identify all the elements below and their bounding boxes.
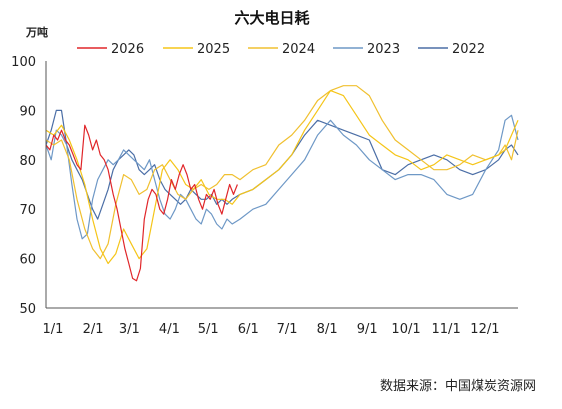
source-note: 数据来源：中国煤炭资源网 <box>380 379 536 394</box>
legend: 2026 2025 2024 2023 2022 <box>77 42 485 57</box>
legend-label: 2026 <box>111 42 144 57</box>
x-tick-label: 3/1 <box>119 322 140 337</box>
chart-title: 六大电日耗 <box>234 9 309 27</box>
y-tick-label: 60 <box>19 253 36 268</box>
x-tick-label: 5/1 <box>198 322 219 337</box>
legend-item-2025: 2025 <box>163 42 230 57</box>
x-tick-label: 4/1 <box>159 322 180 337</box>
series-layer <box>45 85 519 282</box>
x-tick-label: 6/1 <box>238 322 259 337</box>
x-tick-label: 7/1 <box>277 322 298 337</box>
x-tick-label: 2/1 <box>83 322 104 337</box>
legend-item-2023: 2023 <box>333 42 400 57</box>
series-line-2025 <box>45 89 519 265</box>
legend-item-2022: 2022 <box>418 42 485 57</box>
legend-label: 2022 <box>452 42 485 57</box>
legend-label: 2025 <box>197 42 230 57</box>
series-line-2024 <box>45 85 519 260</box>
x-tick-label: 8/1 <box>317 322 338 337</box>
x-tick-labels: 1/1 2/1 3/1 4/1 5/1 6/1 7/1 8/1 9/1 10/1 11/1 12/1 <box>43 322 500 337</box>
y-axis-unit: 万吨 <box>25 25 48 39</box>
series-line-2023 <box>45 114 519 240</box>
y-tick-labels: 50 60 70 80 90 100 <box>11 55 36 317</box>
x-tick-label: 1/1 <box>43 322 64 337</box>
y-tick-label: 90 <box>19 104 36 119</box>
y-tick-label: 70 <box>19 203 36 218</box>
x-tick-label: 12/1 <box>470 322 499 337</box>
y-tick-label: 50 <box>19 302 36 317</box>
x-tick-label: 9/1 <box>357 322 378 337</box>
x-tick-label: 11/1 <box>432 322 461 337</box>
legend-item-2026: 2026 <box>77 42 144 57</box>
x-tick-label: 10/1 <box>391 322 420 337</box>
series-line-2026 <box>45 124 238 282</box>
legend-label: 2024 <box>282 42 315 57</box>
legend-label: 2023 <box>367 42 400 57</box>
series-line-2022 <box>45 109 519 220</box>
y-tick-label: 100 <box>11 55 36 70</box>
y-tick-label: 80 <box>19 154 36 169</box>
legend-item-2024: 2024 <box>248 42 315 57</box>
